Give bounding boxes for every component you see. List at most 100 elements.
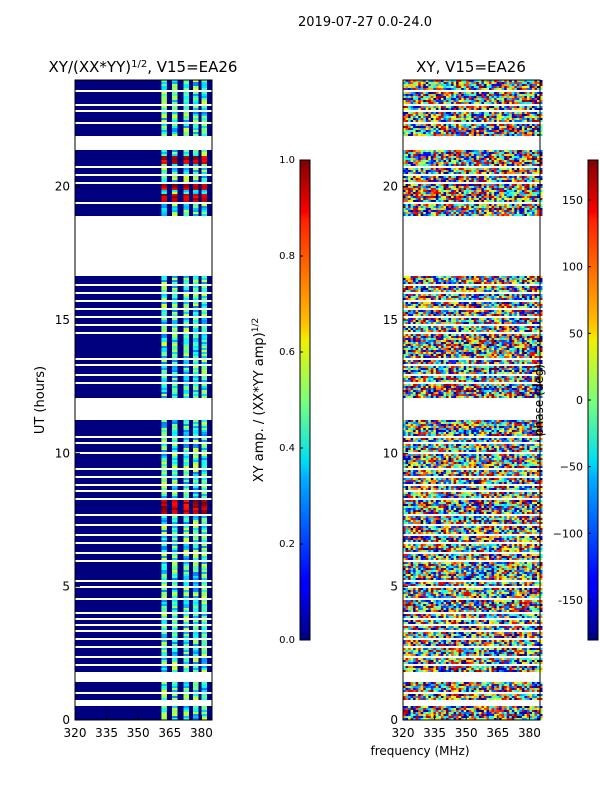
left-cell <box>183 450 189 452</box>
right-cell <box>501 200 505 202</box>
left-cell <box>75 288 212 290</box>
left-cell <box>172 508 178 510</box>
right-cell <box>514 96 518 98</box>
left-cell <box>172 304 178 306</box>
right-cell <box>408 190 411 192</box>
right-cell <box>448 286 452 288</box>
left-cell <box>183 112 189 114</box>
right-cell <box>501 188 505 190</box>
left-cell <box>201 338 207 340</box>
left-cell <box>193 554 199 556</box>
right-cell <box>461 130 465 132</box>
right-cell <box>524 164 528 166</box>
right-cell <box>453 214 457 216</box>
right-cell <box>446 156 449 158</box>
right-cell <box>491 80 495 82</box>
right-cell <box>420 156 424 158</box>
left-colorbar-ticks: 0.00.20.40.60.81.0 <box>279 155 303 646</box>
right-cell <box>456 154 459 156</box>
right-cell <box>537 82 540 84</box>
right-cell <box>463 134 467 136</box>
right-cell <box>413 210 416 212</box>
right-cell <box>443 96 447 98</box>
right-cell <box>456 198 459 200</box>
left-cell <box>183 582 189 584</box>
left-cell <box>201 666 207 668</box>
right-cell <box>514 170 518 172</box>
right-cell <box>478 88 482 90</box>
right-cell <box>428 278 432 280</box>
right-cell <box>524 278 528 280</box>
right-cell <box>514 196 518 198</box>
right-cell <box>524 298 528 300</box>
right-cell <box>483 196 487 198</box>
right-cell <box>405 120 409 122</box>
right-cell <box>516 108 520 110</box>
right-cell <box>526 208 530 210</box>
left-cell <box>161 492 167 494</box>
left-cell <box>201 434 207 436</box>
right-cell <box>415 306 419 308</box>
left-cell <box>193 536 199 538</box>
right-cell <box>509 298 513 300</box>
left-cell <box>201 186 207 188</box>
left-cell <box>201 344 207 346</box>
left-cell <box>161 508 167 510</box>
right-cell <box>430 280 434 282</box>
left-cell <box>201 310 207 312</box>
left-cell <box>161 124 167 126</box>
right-cell <box>440 184 444 186</box>
right-cell <box>526 184 530 186</box>
left-cell <box>161 132 167 134</box>
right-cell <box>514 288 518 290</box>
right-cell <box>413 296 416 298</box>
left-cell <box>172 652 178 654</box>
left-cell <box>75 486 212 488</box>
right-cell <box>511 154 515 156</box>
right-cell <box>413 162 416 164</box>
right-cell <box>423 302 427 304</box>
right-cell <box>514 178 518 180</box>
right-cell <box>443 194 447 196</box>
right-cell <box>438 150 442 152</box>
right-cell <box>446 198 449 200</box>
right-cell <box>443 94 447 96</box>
right-cell <box>511 130 515 132</box>
right-cell <box>476 118 480 120</box>
right-cell <box>448 84 452 86</box>
left-cell <box>201 302 207 304</box>
right-cell <box>448 154 452 156</box>
right-cell <box>496 82 500 84</box>
left-cell <box>201 462 207 464</box>
right-cell <box>526 282 530 284</box>
right-cell <box>430 176 434 178</box>
left-cell <box>201 450 207 452</box>
right-cell <box>463 80 467 82</box>
right-cell <box>476 194 480 196</box>
left-cell <box>161 278 167 280</box>
left-cell <box>75 622 212 624</box>
right-cell <box>537 188 540 190</box>
right-cell <box>453 206 457 208</box>
right-cell <box>425 100 429 102</box>
right-cell <box>506 172 510 174</box>
right-cell <box>483 286 487 288</box>
right-cell <box>511 296 515 298</box>
left-cell <box>161 446 167 448</box>
right-cell <box>473 276 477 278</box>
right-cell <box>471 276 475 278</box>
right-cell <box>415 82 419 84</box>
right-cell <box>471 282 475 284</box>
left-cell <box>183 208 189 210</box>
right-cell <box>435 130 439 132</box>
left-cell <box>193 662 199 664</box>
left-cell <box>201 190 207 192</box>
left-cell <box>193 684 199 686</box>
right-cell <box>468 156 472 158</box>
right-cell <box>448 108 452 110</box>
right-cell <box>501 120 505 122</box>
right-cell <box>418 154 422 156</box>
right-cell <box>461 102 465 104</box>
right-cell <box>456 124 459 126</box>
left-cell <box>193 578 199 580</box>
